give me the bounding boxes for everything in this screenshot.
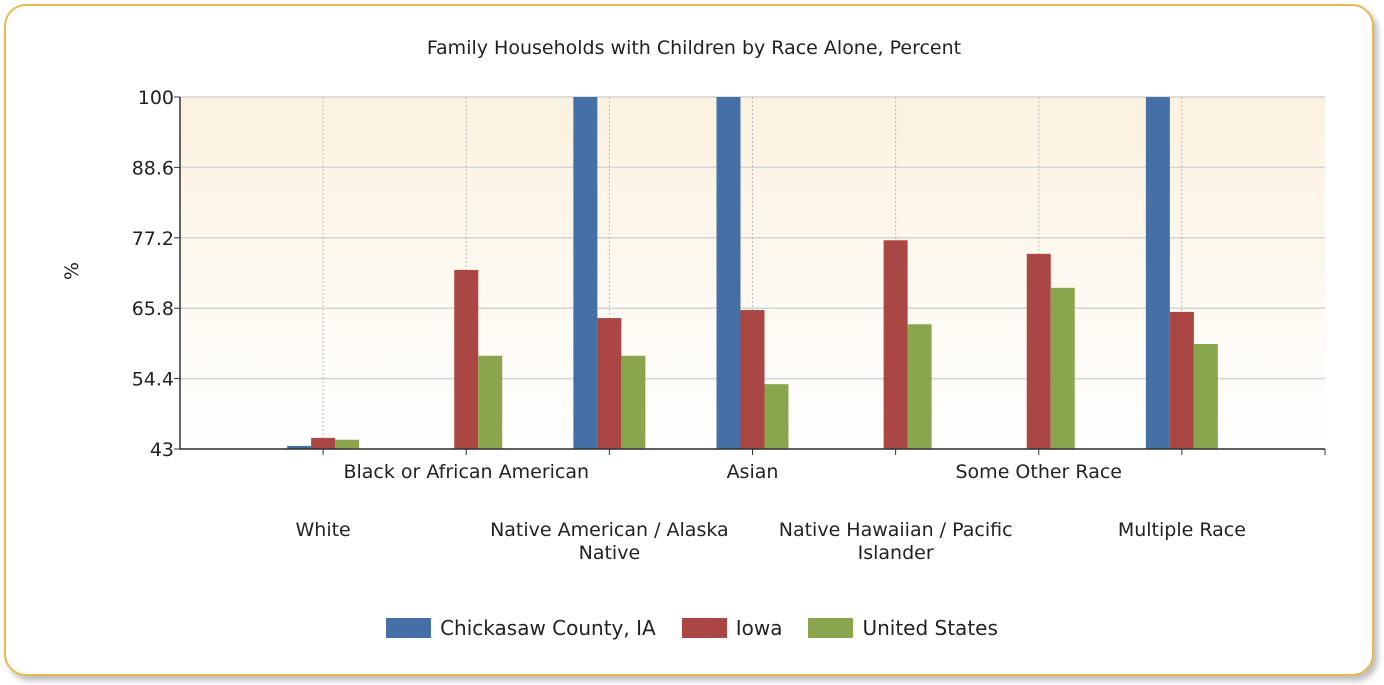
legend-swatch	[386, 618, 432, 638]
bar	[335, 439, 360, 449]
y-axis-label: %	[61, 262, 83, 280]
x-tick-label: Native American / Alaska Native	[490, 519, 729, 564]
legend-label: Chickasaw County, IA	[440, 616, 656, 640]
bar	[621, 355, 646, 449]
legend-label: Iowa	[735, 616, 783, 640]
bar	[1193, 344, 1218, 449]
x-tick-label: White	[295, 519, 351, 541]
legend-label: United States	[862, 616, 998, 640]
x-tick-label: Black or African American	[343, 461, 590, 483]
chart-title: Family Households with Children by Race …	[427, 37, 961, 59]
legend-item: Chickasaw County, IA	[386, 616, 656, 640]
bar	[1026, 253, 1051, 449]
x-tick-label: Native Hawaiian / Pacific Islander	[778, 519, 1013, 564]
legend: Chickasaw County, IA Iowa United States	[0, 616, 1384, 640]
y-tick-label: 100	[138, 87, 174, 109]
x-tick-label: Multiple Race	[1117, 519, 1246, 541]
bar	[883, 240, 908, 449]
y-tick-label: 54.4	[132, 369, 174, 391]
bar	[573, 97, 598, 449]
bar	[1050, 287, 1075, 449]
y-tick-label: 77.2	[132, 228, 174, 250]
bar	[478, 355, 503, 449]
bar	[907, 324, 932, 449]
bar	[1145, 97, 1170, 449]
y-tick-label: 88.6	[132, 157, 174, 179]
x-tick-label: Some Other Race	[955, 461, 1122, 483]
y-tick-label: 43	[150, 439, 174, 461]
legend-item: United States	[808, 616, 998, 640]
legend-swatch	[681, 618, 727, 638]
bar	[716, 97, 741, 449]
bar	[597, 318, 622, 449]
bar	[1169, 311, 1194, 449]
legend-swatch	[808, 618, 854, 638]
bar	[287, 445, 312, 449]
bar	[740, 310, 765, 449]
legend-item: Iowa	[681, 616, 783, 640]
bar	[311, 437, 336, 449]
bar	[764, 384, 789, 449]
bar	[454, 269, 479, 449]
y-tick-label: 65.8	[132, 298, 174, 320]
x-tick-label: Asian	[726, 461, 779, 483]
